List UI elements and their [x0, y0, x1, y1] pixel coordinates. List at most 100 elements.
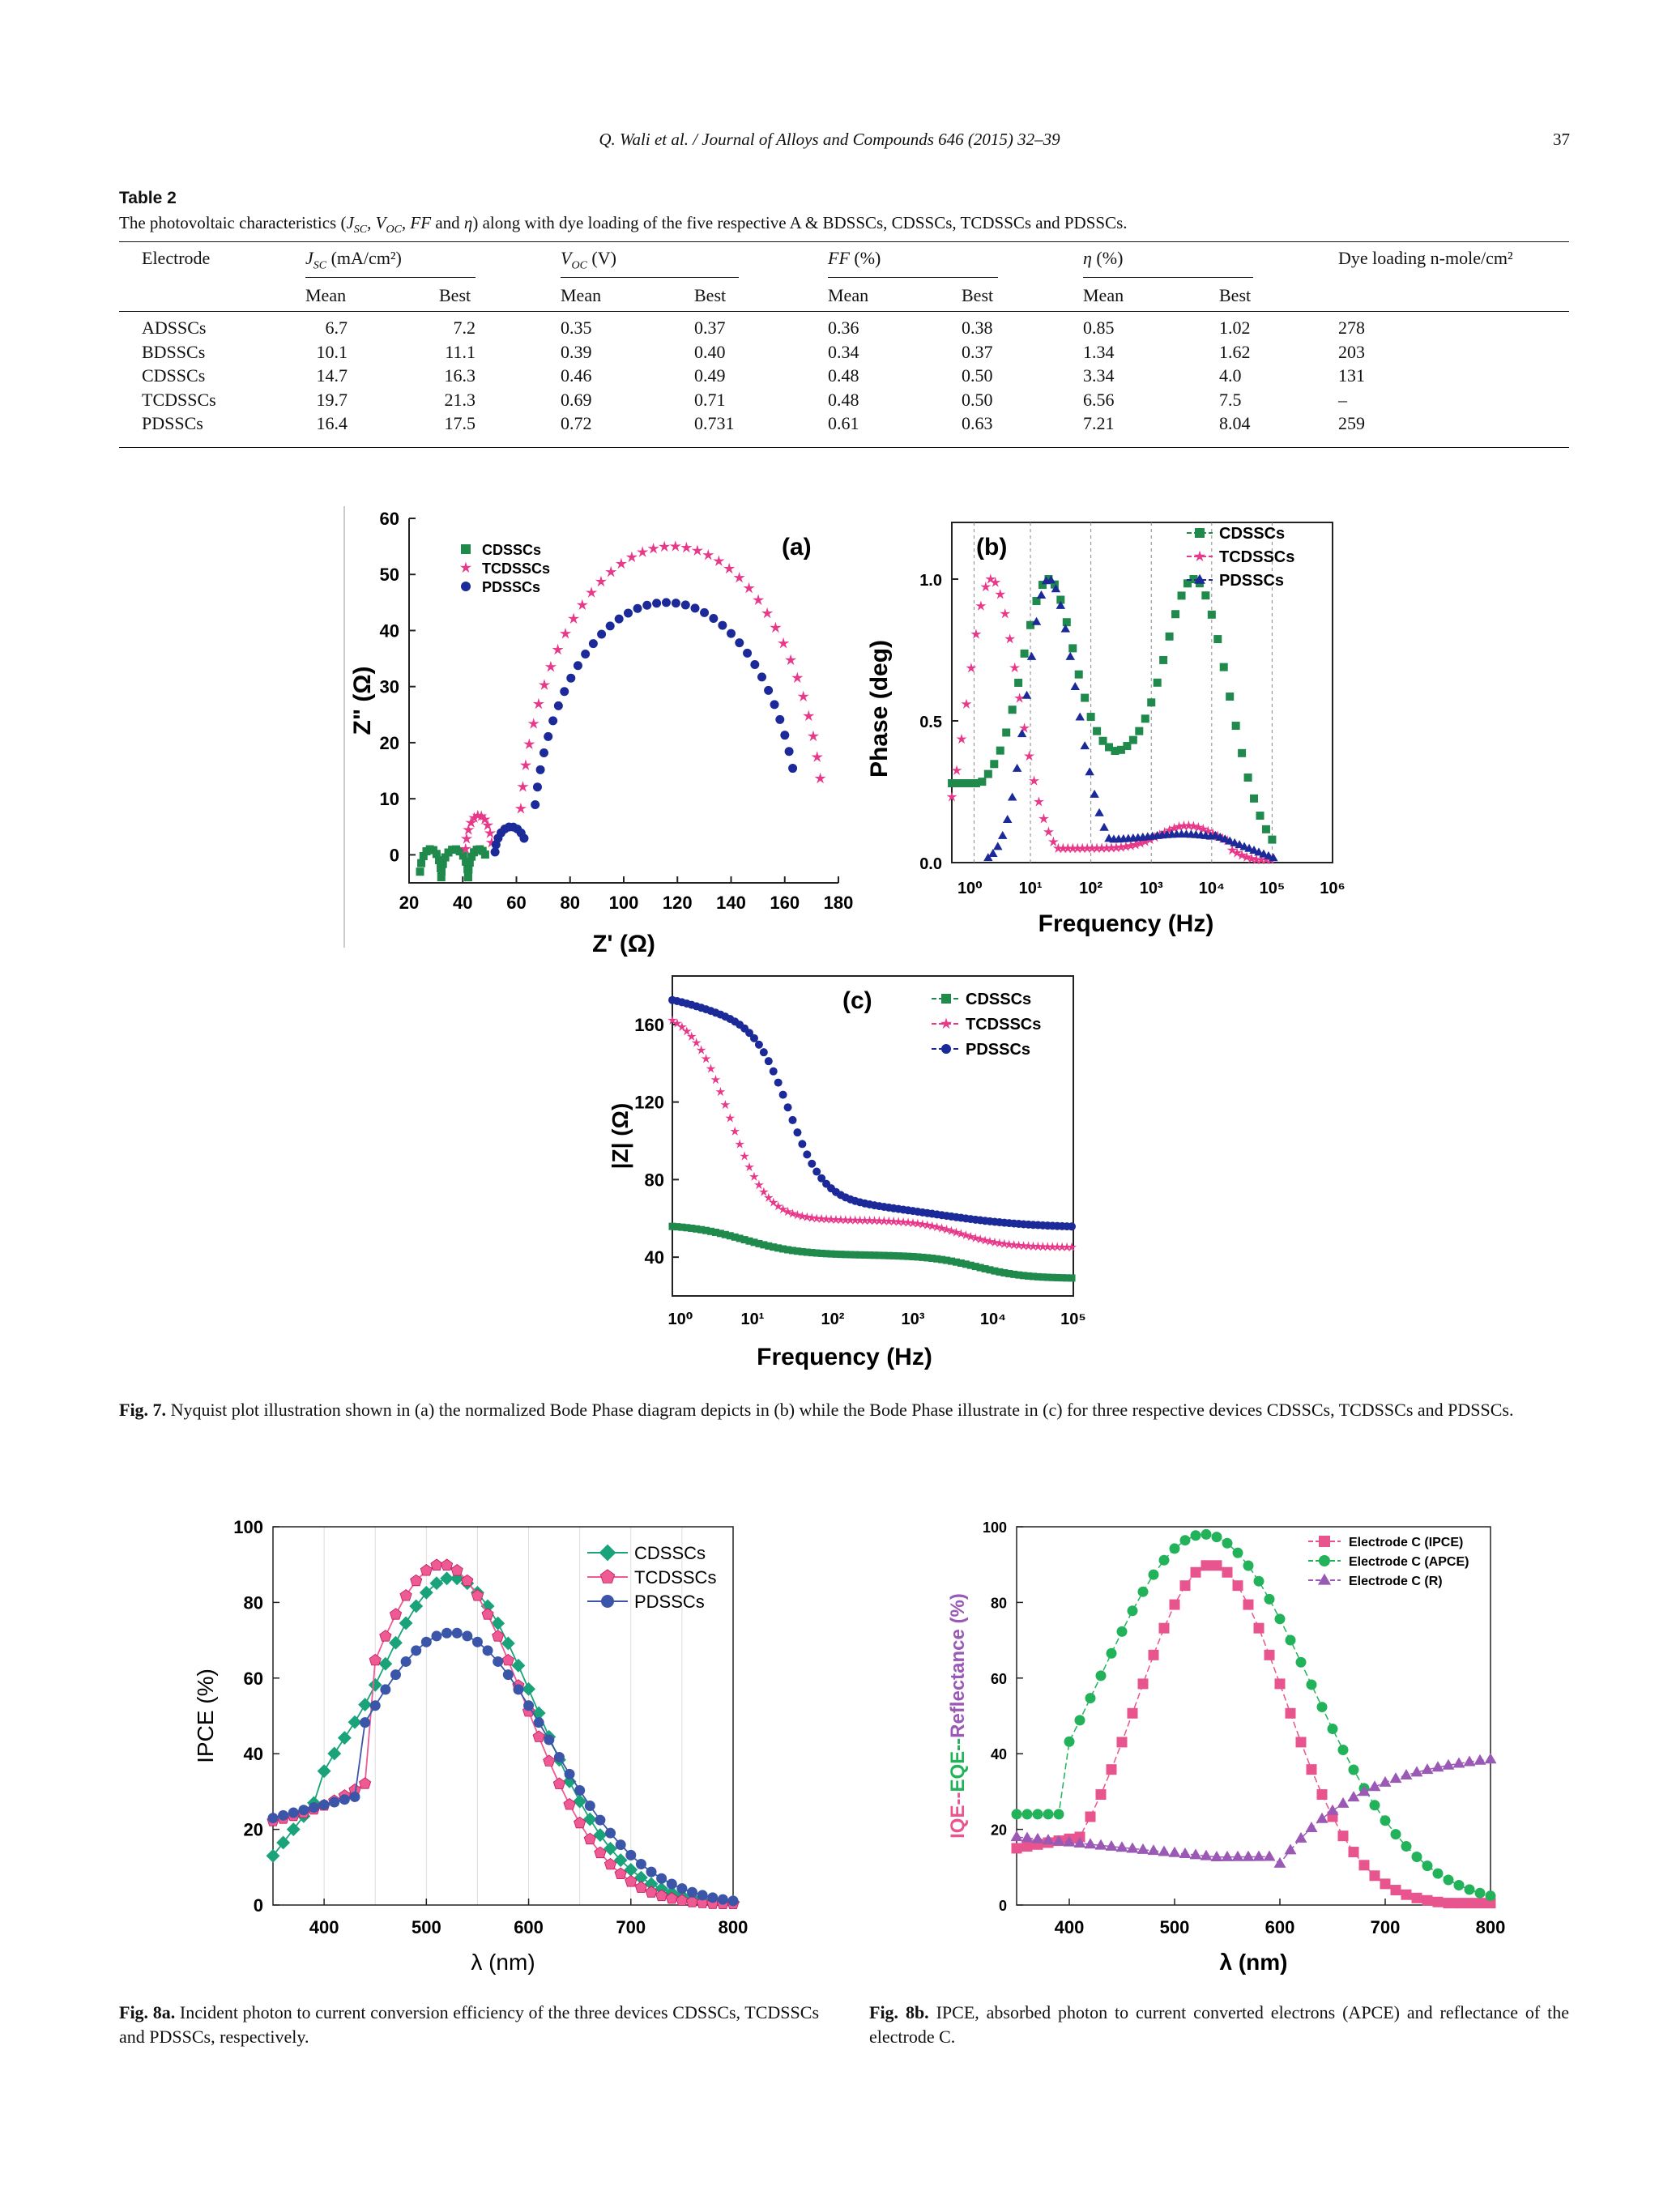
tcdsscs-point [1236, 850, 1247, 860]
series-point [1074, 1831, 1085, 1843]
pdsscs-point [1017, 729, 1027, 738]
series-point [1252, 1850, 1265, 1861]
pdsscs-point [1056, 600, 1066, 609]
pdsscs-point [1099, 822, 1109, 831]
tcdsscs-point [1101, 842, 1112, 853]
pdsscs-point [784, 747, 794, 757]
pdsscs-point [769, 1067, 778, 1076]
x-tick-label: 120 [663, 893, 693, 913]
tcdsscs-point [864, 1215, 875, 1225]
table-header-rule [119, 311, 1569, 312]
x-axis-label: Frequency (Hz) [1038, 910, 1214, 937]
series-point [1264, 1593, 1275, 1605]
tcdsscs-point [811, 751, 823, 762]
table-cell: 3.34 [1083, 365, 1115, 386]
cdsscs-point [441, 853, 450, 862]
tcdsscs-point [995, 1238, 1004, 1248]
series-point [1410, 1766, 1423, 1777]
y-tick-label: 40 [244, 1744, 263, 1764]
chart-nyquist: 20 40 60 80 100 120 140 160 180 0 10 20 30 40 50 60 Z' (… [343, 506, 853, 957]
cdsscs-point [957, 1259, 965, 1267]
pdsscs-point [743, 648, 753, 658]
pdsscs-point [1225, 836, 1235, 845]
cdsscs-point [966, 779, 975, 787]
series-point [727, 1895, 739, 1907]
cdsscs-point [1010, 1270, 1018, 1278]
series-point [1306, 1679, 1317, 1690]
tcdsscs-point [946, 791, 957, 802]
tcdsscs-point [713, 555, 725, 566]
series-point [1210, 1850, 1223, 1861]
pdsscs-point [757, 672, 767, 682]
tcdsscs-point [479, 813, 491, 825]
series-point [1358, 1785, 1371, 1796]
legend-marker [461, 544, 471, 554]
series-point [553, 1751, 565, 1762]
pdsscs-point [671, 599, 680, 608]
tcdsscs-point [956, 1229, 966, 1238]
tcdsscs-point [676, 1021, 687, 1031]
tcdsscs-point [559, 627, 572, 639]
cdsscs-point [455, 847, 464, 856]
tcdsscs-point [1251, 854, 1262, 865]
x-tick-label: 10¹ [741, 1311, 765, 1328]
th-voc-mean: Mean [561, 285, 602, 305]
x-tick-label: 400 [309, 1917, 339, 1937]
cdsscs-point [1005, 1269, 1013, 1277]
x-axis-label: Frequency (Hz) [757, 1344, 932, 1370]
cdsscs-point [928, 1255, 936, 1263]
tcdsscs-point [1028, 1241, 1038, 1251]
pdsscs-point [700, 607, 710, 617]
cdsscs-point [1058, 1274, 1066, 1282]
tcdsscs-point [523, 738, 535, 749]
series-point [359, 1777, 372, 1789]
cdsscs-point [953, 779, 962, 787]
tcdsscs-point [1043, 1242, 1053, 1251]
cdsscs-point [1062, 618, 1071, 627]
series-point [1400, 1768, 1413, 1779]
tcdsscs-point [821, 1214, 831, 1224]
cdsscs-point [1074, 670, 1083, 679]
legend-entry: CDSSCs [634, 1543, 706, 1563]
series-point [481, 1608, 494, 1620]
pdsscs-point [1007, 792, 1017, 801]
table-cell: 7.5 [1219, 389, 1242, 410]
cdsscs-point [959, 779, 968, 787]
series-point [1243, 1560, 1254, 1571]
series-point [697, 1890, 708, 1901]
tcdsscs-point [913, 1218, 923, 1228]
series-point [491, 1616, 505, 1630]
series-point [1432, 1896, 1444, 1907]
series-point [665, 1892, 678, 1904]
series-point [1368, 1780, 1381, 1792]
legend-entry: PDSSCs [482, 579, 540, 595]
cdsscs-point [1038, 581, 1047, 590]
legend-entry: TCDSSCs [634, 1567, 716, 1588]
series-point [461, 1574, 474, 1587]
table-label: Table 2 [119, 189, 177, 207]
tcdsscs-point [463, 824, 475, 835]
cdsscs-point [1014, 678, 1023, 687]
series-point [298, 1805, 309, 1816]
row-label: BDSSCs [142, 341, 206, 362]
tcdsscs-point [686, 1031, 697, 1041]
tcdsscs-point [1067, 842, 1078, 854]
table-cell: 259 [1338, 413, 1365, 433]
x-tick-label: 20 [399, 893, 419, 913]
series-point [1337, 1744, 1349, 1755]
series-point [1264, 1649, 1275, 1660]
th-electrode: Electrode [142, 248, 211, 268]
tcdsscs-point [749, 1171, 759, 1181]
tcdsscs-point [1179, 820, 1189, 831]
cdsscs-point [971, 1263, 979, 1271]
cdsscs-point [899, 1252, 907, 1260]
tcdsscs-point [985, 1236, 995, 1246]
tcdsscs-point [1067, 1242, 1077, 1251]
tcdsscs-point [990, 1237, 1000, 1247]
series-point [441, 1627, 453, 1639]
pdsscs-point [1046, 575, 1056, 584]
cdsscs-point [693, 1225, 701, 1233]
series-point [1327, 1724, 1338, 1735]
pdsscs-point [566, 673, 576, 683]
series-point [339, 1794, 350, 1805]
